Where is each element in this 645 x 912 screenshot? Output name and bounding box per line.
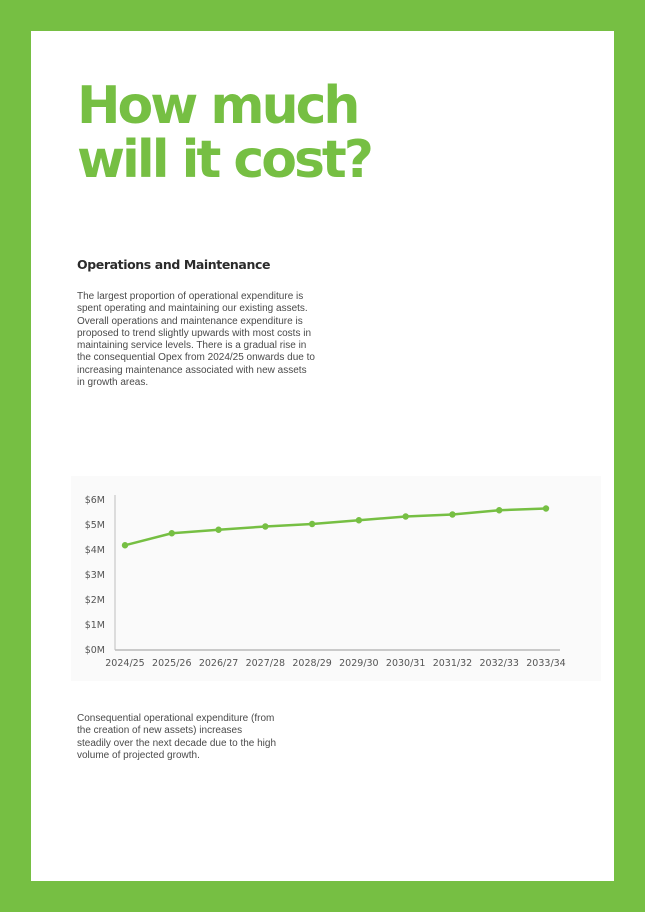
y-tick-label: $2M <box>85 595 105 606</box>
page: How much will it cost? Operations and Ma… <box>31 31 614 881</box>
page-title: How much will it cost? <box>77 76 374 190</box>
x-tick-label: 2027/28 <box>246 658 285 669</box>
data-point <box>355 517 363 524</box>
x-tick-label: 2026/27 <box>199 658 238 669</box>
y-tick-label: $3M <box>85 570 105 581</box>
data-point <box>496 507 503 514</box>
data-point <box>215 526 222 533</box>
x-tick-label: 2030/31 <box>386 658 425 669</box>
opex-line-chart: $0M $1M $2M $3M $4M $5M $6M 2024/25 2025/26 2026/… <box>71 476 601 681</box>
y-tick-label: $0M <box>85 645 105 656</box>
x-tick-label: 2031/32 <box>433 658 472 669</box>
chart-svg: $0M $1M $2M $3M $4M $5M $6M 2024/25 2025/26 2026/… <box>85 495 566 669</box>
y-tick-label: $4M <box>85 545 105 556</box>
data-point <box>262 523 269 530</box>
data-point <box>449 511 456 518</box>
page-title-line-2: will it cost? <box>77 130 374 190</box>
x-tick-label: 2032/33 <box>479 658 518 669</box>
data-point <box>402 513 409 520</box>
data-point <box>542 505 550 512</box>
y-tick-label: $6M <box>85 495 105 506</box>
y-tick-label: $1M <box>85 620 105 631</box>
x-tick-label: 2033/34 <box>526 658 565 669</box>
data-point <box>308 520 316 528</box>
x-tick-label: 2028/29 <box>292 658 331 669</box>
x-tick-label: 2025/26 <box>152 658 191 669</box>
x-tick-label: 2024/25 <box>105 658 144 669</box>
body-paragraph: The largest proportion of operational ex… <box>77 291 315 389</box>
x-tick-label: 2029/30 <box>339 658 378 669</box>
chart-caption: Consequential operational expenditure (f… <box>77 713 277 761</box>
section-heading: Operations and Maintenance <box>77 257 271 272</box>
data-point <box>121 542 129 549</box>
y-tick-label: $5M <box>85 520 105 531</box>
series-line <box>124 507 547 547</box>
page-title-line-1: How much <box>77 76 360 136</box>
data-point <box>168 530 175 537</box>
